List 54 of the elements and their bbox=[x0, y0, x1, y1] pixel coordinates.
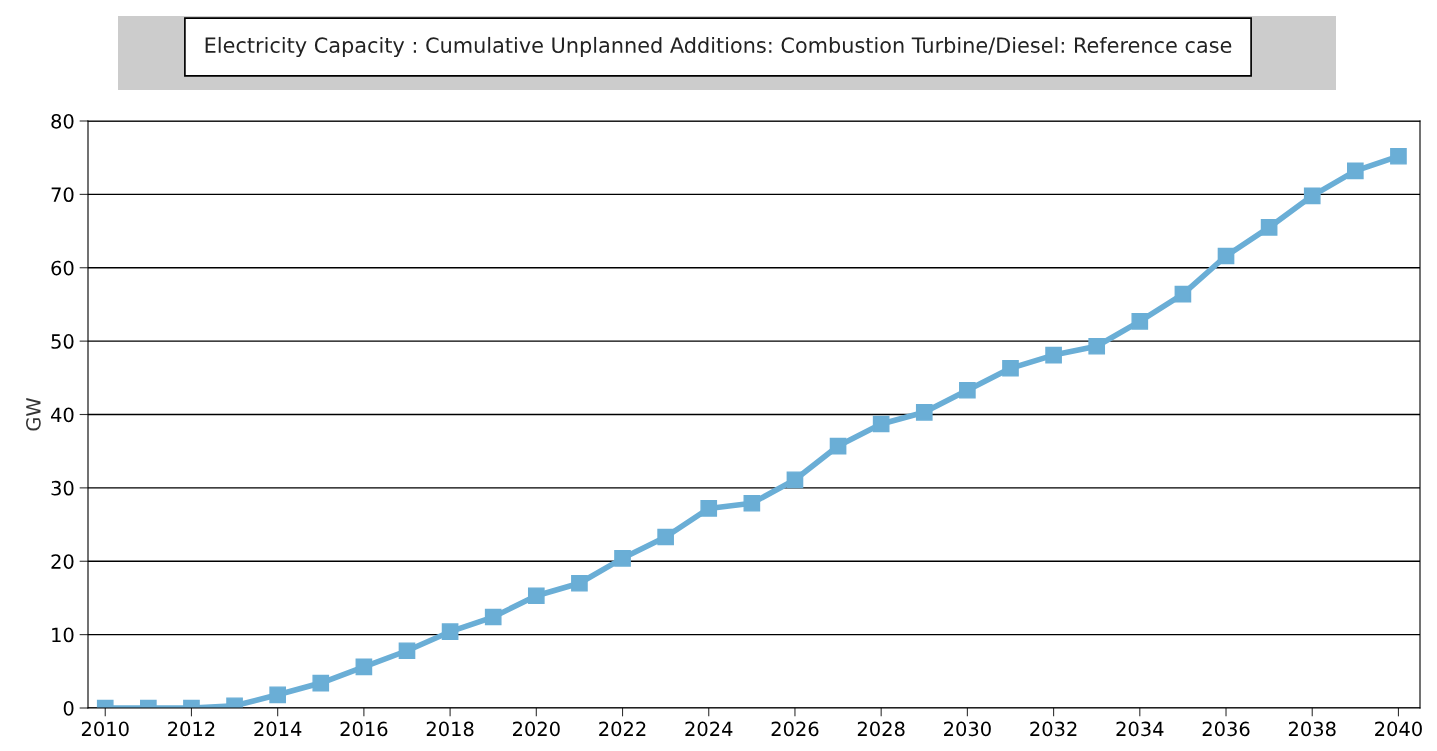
point bbox=[1217, 247, 1235, 265]
point bbox=[1002, 359, 1019, 377]
y-tick-label: 70 bbox=[51, 187, 74, 203]
x-tick-label: 2018 bbox=[426, 721, 474, 737]
point bbox=[829, 437, 847, 455]
point bbox=[1347, 162, 1364, 180]
x-tick-label: 2026 bbox=[771, 721, 819, 737]
x-tick-label: 2034 bbox=[1116, 721, 1164, 737]
y-tick-label: 10 bbox=[52, 627, 74, 643]
point bbox=[571, 574, 588, 592]
point bbox=[915, 403, 933, 421]
y-tick-label: 30 bbox=[51, 480, 74, 496]
y-tick-label: 0 bbox=[63, 700, 74, 716]
point bbox=[441, 623, 459, 641]
x-tick-label: 2012 bbox=[168, 721, 215, 737]
x-tick-label: 2016 bbox=[340, 721, 388, 737]
point bbox=[657, 528, 674, 546]
point bbox=[1088, 337, 1106, 355]
y-tick-label: 40 bbox=[51, 407, 74, 423]
x-tick-label: 2022 bbox=[599, 721, 646, 737]
y-tick-label: 80 bbox=[51, 113, 74, 129]
x-tick-label: 2028 bbox=[857, 721, 905, 737]
point bbox=[959, 381, 976, 399]
point bbox=[484, 608, 502, 626]
point bbox=[1131, 312, 1149, 330]
y-tick-label: 20 bbox=[51, 554, 74, 569]
x-tick-label: 2024 bbox=[685, 721, 733, 737]
x-tick-label: 2010 bbox=[81, 721, 129, 737]
x-tick-label: 2040 bbox=[1375, 721, 1422, 737]
x-tick-label: 2020 bbox=[512, 721, 560, 737]
point bbox=[786, 471, 804, 489]
chart-title: Electricity Capacity : Cumulative Unplanned Additions: Combustion Turbine/Diesel: Reference case bbox=[205, 36, 1232, 58]
y-axis-title: GW bbox=[26, 397, 41, 431]
point bbox=[614, 549, 631, 567]
point bbox=[700, 500, 718, 517]
point bbox=[1045, 346, 1062, 364]
x-tick-label: 2038 bbox=[1288, 721, 1336, 737]
point bbox=[269, 686, 287, 704]
point bbox=[1174, 285, 1192, 303]
x-tick-label: 2030 bbox=[944, 721, 991, 737]
point bbox=[355, 658, 373, 676]
point bbox=[1260, 219, 1278, 236]
point bbox=[312, 674, 330, 692]
y-tick-label: 50 bbox=[51, 334, 74, 349]
point bbox=[527, 587, 545, 605]
point bbox=[398, 642, 416, 660]
x-tick-label: 2032 bbox=[1030, 721, 1077, 737]
point bbox=[743, 494, 761, 512]
point bbox=[872, 415, 890, 433]
point bbox=[1303, 187, 1321, 205]
y-tick-label: 60 bbox=[51, 260, 74, 276]
x-tick-label: 2036 bbox=[1202, 721, 1250, 737]
x-tick-label: 2014 bbox=[254, 721, 302, 737]
point bbox=[1390, 147, 1407, 165]
